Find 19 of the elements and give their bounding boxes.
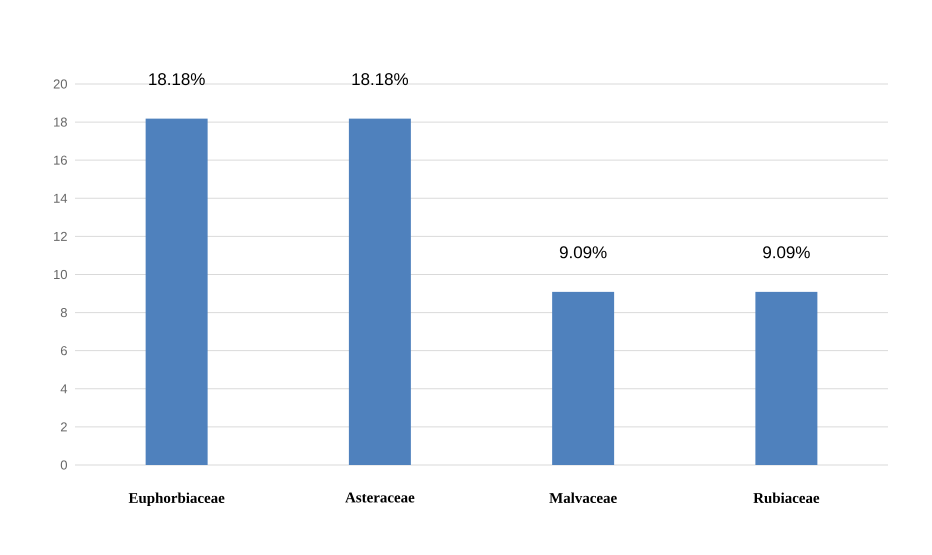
x-tick-label: Euphorbiaceae bbox=[128, 492, 224, 506]
y-tick-label: 8 bbox=[60, 308, 67, 318]
data-label: 18.18% bbox=[149, 73, 205, 86]
y-tick-label: 20 bbox=[54, 79, 67, 89]
y-tick-label: 0 bbox=[60, 460, 67, 470]
y-tick-label: 16 bbox=[54, 156, 67, 165]
data-label: 9.09% bbox=[763, 246, 810, 258]
x-tick-label: Malvaceae bbox=[549, 492, 617, 504]
y-tick-label: 14 bbox=[54, 194, 68, 203]
y-tick-label: 18 bbox=[54, 117, 67, 127]
y-tick-label: 6 bbox=[60, 346, 67, 356]
y-tick-label: 10 bbox=[54, 270, 67, 280]
y-tick-label: 4 bbox=[60, 384, 68, 394]
y-tick-label: 12 bbox=[54, 232, 67, 241]
data-label: 18.18% bbox=[352, 73, 408, 86]
data-label: 9.09% bbox=[560, 246, 607, 258]
x-tick-label: Rubiaceae bbox=[753, 492, 820, 504]
x-tick-label: Asteraceae bbox=[345, 492, 414, 503]
y-tick-label: 2 bbox=[60, 422, 67, 432]
